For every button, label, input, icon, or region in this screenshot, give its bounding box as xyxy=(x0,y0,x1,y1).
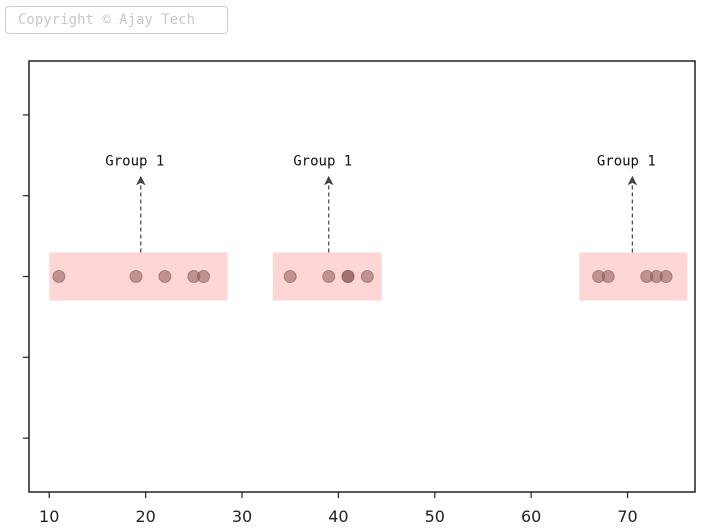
x-tick-label: 30 xyxy=(232,507,252,526)
annotation-label-1: Group 1 xyxy=(105,154,164,170)
annotation-label-3: Group 1 xyxy=(597,154,656,170)
x-tick-label: 40 xyxy=(328,507,348,526)
annotation-label-2: Group 1 xyxy=(293,154,352,170)
x-tick-label: 50 xyxy=(425,507,445,526)
data-point xyxy=(360,270,374,283)
data-point xyxy=(341,270,355,283)
data-point xyxy=(322,270,336,283)
annotations: Group 1 Group 1 Group 1 xyxy=(105,154,656,253)
data-point xyxy=(52,270,66,283)
x-tick-label: 70 xyxy=(617,507,637,526)
copyright-watermark: Copyright © Ajay Tech xyxy=(5,6,228,34)
data-points xyxy=(52,270,673,283)
data-point xyxy=(659,270,673,283)
data-point xyxy=(196,270,210,283)
x-tick-label: 20 xyxy=(135,507,155,526)
data-point xyxy=(129,270,143,283)
data-point xyxy=(158,270,172,283)
x-tick-label: 10 xyxy=(39,507,59,526)
x-axis-ticks: 10 20 30 40 50 60 70 xyxy=(39,492,638,526)
y-axis-ticks xyxy=(23,114,29,439)
x-tick-label: 60 xyxy=(521,507,541,526)
data-point xyxy=(283,270,297,283)
data-point xyxy=(601,270,615,283)
